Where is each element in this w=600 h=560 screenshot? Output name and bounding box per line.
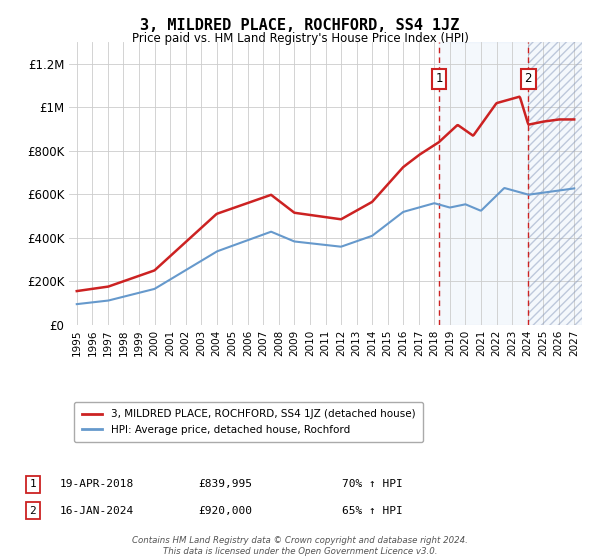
Text: Price paid vs. HM Land Registry's House Price Index (HPI): Price paid vs. HM Land Registry's House … — [131, 32, 469, 45]
Bar — [529, 42, 582, 325]
Text: 2: 2 — [524, 72, 532, 86]
Text: £839,995: £839,995 — [198, 479, 252, 489]
Text: 1: 1 — [29, 479, 37, 489]
Text: 3, MILDRED PLACE, ROCHFORD, SS4 1JZ: 3, MILDRED PLACE, ROCHFORD, SS4 1JZ — [140, 18, 460, 33]
Text: 19-APR-2018: 19-APR-2018 — [60, 479, 134, 489]
Text: 70% ↑ HPI: 70% ↑ HPI — [342, 479, 403, 489]
Text: £920,000: £920,000 — [198, 506, 252, 516]
Text: Contains HM Land Registry data © Crown copyright and database right 2024.
This d: Contains HM Land Registry data © Crown c… — [132, 536, 468, 556]
Legend: 3, MILDRED PLACE, ROCHFORD, SS4 1JZ (detached house), HPI: Average price, detach: 3, MILDRED PLACE, ROCHFORD, SS4 1JZ (det… — [74, 402, 422, 442]
Text: 65% ↑ HPI: 65% ↑ HPI — [342, 506, 403, 516]
Bar — [439, 42, 582, 325]
Text: 2: 2 — [29, 506, 37, 516]
Text: 16-JAN-2024: 16-JAN-2024 — [60, 506, 134, 516]
Text: 1: 1 — [435, 72, 443, 86]
